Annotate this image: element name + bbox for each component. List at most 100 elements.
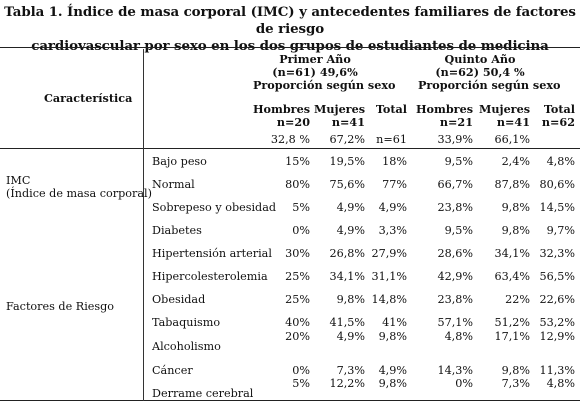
- table-cell: 14,3%: [437, 364, 473, 377]
- row-label: Cáncer: [152, 364, 193, 377]
- row-label: Bajo peso: [152, 155, 207, 168]
- primer-ano-prop: Proporción según sexo: [253, 78, 396, 92]
- table-cell: 30%: [285, 247, 310, 260]
- subheader-total-n: n=61: [376, 133, 407, 146]
- table-cell: 56,5%: [539, 270, 575, 283]
- table-cell: 17,1%: [494, 330, 530, 343]
- group-factores: Factores de Riesgo: [6, 300, 115, 313]
- subheader-n: n=62: [541, 115, 575, 129]
- subheader-n: n=41: [331, 115, 365, 129]
- subheader-pct: 67,2%: [329, 133, 365, 146]
- top-rule: [0, 47, 580, 48]
- table-cell: 77%: [382, 178, 407, 191]
- table-cell: 34,1%: [494, 247, 530, 260]
- subheader-pct: 33,9%: [437, 133, 473, 146]
- table-cell: 7,3%: [336, 364, 365, 377]
- table-cell: 7,3%: [501, 377, 530, 390]
- table-cell: 26,8%: [329, 247, 365, 260]
- row-label: Sobrepeso y obesidad: [152, 201, 277, 214]
- row-label: Obesidad: [152, 293, 206, 306]
- subheader-total-2: Total n=62: [520, 103, 575, 129]
- table-cell: 4,9%: [378, 201, 407, 214]
- table-cell: 9,8%: [378, 377, 407, 390]
- table-title-line1: Tabla 1. Índice de masa corporal (IMC) y…: [4, 4, 576, 37]
- header-rule: [0, 148, 580, 149]
- header-caracteristica: Característica: [44, 91, 133, 105]
- table-cell: 20%: [285, 330, 310, 343]
- subheader-mujeres-1: Mujeres n=41: [305, 103, 365, 129]
- table-cell: 42,9%: [437, 270, 473, 283]
- subheader-n: n=20: [276, 115, 310, 129]
- table-cell: 25%: [285, 293, 310, 306]
- table-cell: 75,6%: [329, 178, 365, 191]
- table-cell: 4,9%: [336, 224, 365, 237]
- row-label: Hipercolesterolemia: [152, 270, 268, 283]
- table-cell: 9,8%: [378, 330, 407, 343]
- primer-ano-n: (n=61) 49,6%: [272, 65, 358, 79]
- subheader-n: n=41: [496, 115, 530, 129]
- table-cell: 23,8%: [437, 293, 473, 306]
- table-cell: 4,8%: [444, 330, 473, 343]
- table-cell: 5%: [292, 201, 310, 214]
- table-cell: 0%: [292, 224, 310, 237]
- table-cell: 15%: [285, 155, 310, 168]
- table-cell: 18%: [382, 155, 407, 168]
- quinto-ano-n: (n=62) 50,4 %: [435, 65, 525, 79]
- table-cell: 14,8%: [371, 293, 407, 306]
- table-title: Tabla 1. Índice de masa corporal (IMC) y…: [0, 4, 580, 55]
- table-cell: 57,1%: [437, 316, 473, 329]
- table-cell: 4,9%: [336, 201, 365, 214]
- table-cell: 3,3%: [378, 224, 407, 237]
- table-cell: 14,5%: [539, 201, 575, 214]
- table-cell: 27,9%: [371, 247, 407, 260]
- table-cell: 41,5%: [329, 316, 365, 329]
- table-cell: 32,3%: [539, 247, 575, 260]
- row-label: Alcoholismo: [152, 340, 221, 353]
- header-primer-ano: Primer Año (n=61) 49,6% Proporción según…: [253, 52, 396, 92]
- subheader-label: Mujeres: [314, 102, 365, 116]
- table-cell: 4,9%: [336, 330, 365, 343]
- table-cell: 40%: [285, 316, 310, 329]
- subheader-total-1: Total: [375, 102, 407, 116]
- subheader-n: n=21: [439, 115, 473, 129]
- table-cell: 2,4%: [501, 155, 530, 168]
- table-cell: 4,8%: [546, 377, 575, 390]
- table-cell: 80%: [285, 178, 310, 191]
- table-cell: 9,8%: [501, 201, 530, 214]
- table-cell: 4,9%: [378, 364, 407, 377]
- table-cell: 22%: [505, 293, 530, 306]
- table-cell: 0%: [292, 364, 310, 377]
- group-imc-line2: (Índice de masa corporal): [6, 187, 152, 200]
- header-quinto-ano: Quinto Año (n=62) 50,4 % Proporción segú…: [418, 52, 561, 92]
- subheader-label: Mujeres: [479, 102, 530, 116]
- subheader-label: Hombres: [252, 102, 310, 116]
- subheader-label: Total: [543, 102, 575, 116]
- subheader-pct: 32,8 %: [270, 133, 310, 146]
- table-cell: 19,5%: [329, 155, 365, 168]
- row-label: Tabaquismo: [152, 316, 221, 329]
- table-cell: 41%: [382, 316, 407, 329]
- table-cell: 63,4%: [494, 270, 530, 283]
- table-cell: 87,8%: [494, 178, 530, 191]
- table-cell: 9,8%: [501, 364, 530, 377]
- table-cell: 11,3%: [539, 364, 575, 377]
- subheader-hombres-2: Hombres n=21: [415, 103, 473, 129]
- subheader-label: Hombres: [415, 102, 473, 116]
- table-cell: 12,9%: [539, 330, 575, 343]
- table-cell: 9,5%: [444, 224, 473, 237]
- primer-ano-name: Primer Año: [279, 52, 351, 66]
- group-imc: IMC (Índice de masa corporal): [6, 174, 152, 200]
- table-cell: 9,7%: [546, 224, 575, 237]
- table-cell: 22,6%: [539, 293, 575, 306]
- table-cell: 34,1%: [329, 270, 365, 283]
- quinto-ano-name: Quinto Año: [444, 52, 516, 66]
- quinto-ano-prop: Proporción según sexo: [418, 78, 561, 92]
- table-cell: 28,6%: [437, 247, 473, 260]
- table-cell: 9,5%: [444, 155, 473, 168]
- table-cell: 12,2%: [329, 377, 365, 390]
- table-cell: 31,1%: [371, 270, 407, 283]
- row-label: Normal: [152, 178, 195, 191]
- table-cell: 9,8%: [336, 293, 365, 306]
- bottom-rule: [0, 400, 580, 401]
- group-imc-line1: IMC: [6, 174, 31, 187]
